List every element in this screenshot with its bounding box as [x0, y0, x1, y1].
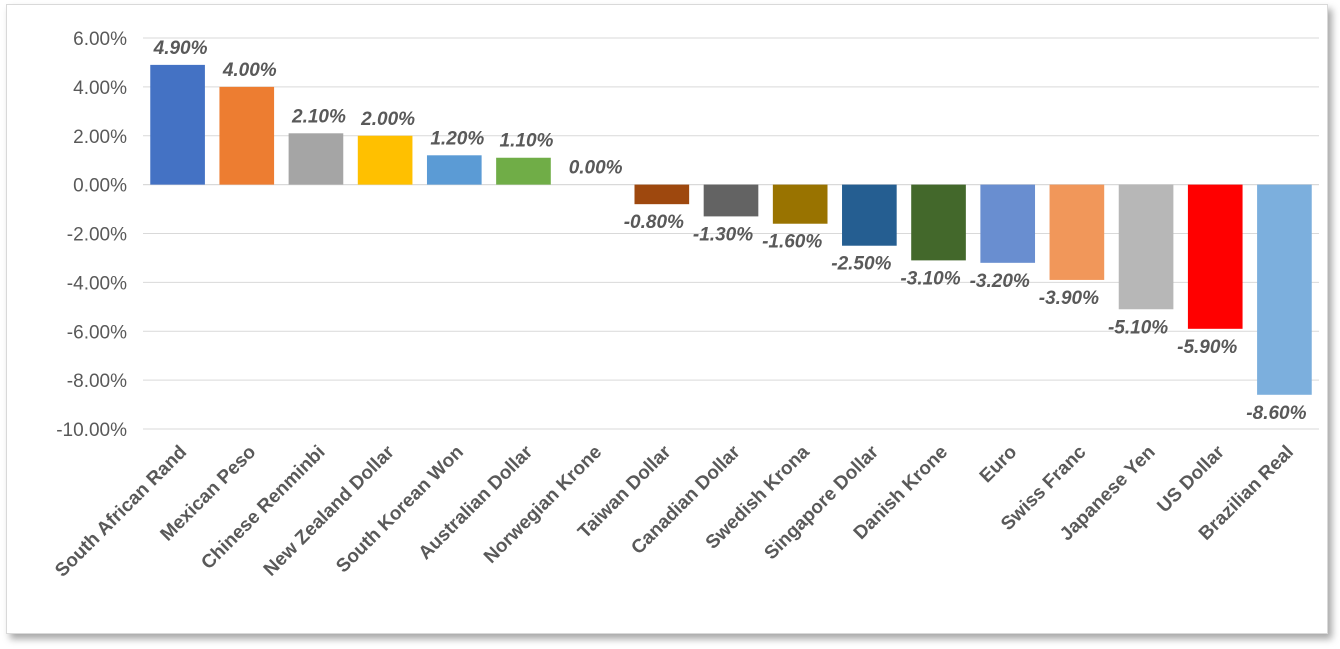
category-label: Norwegian Krone: [480, 442, 606, 568]
data-label: -3.90%: [1039, 288, 1099, 309]
y-tick-label: 2.00%: [73, 127, 127, 148]
bar: [1049, 184, 1105, 280]
chart-frame: 6.00% 4.00% 2.00% 0.00% -2.00% -4.00% -6.00% -8…: [6, 4, 1328, 634]
y-tick-label: -8.00%: [67, 371, 127, 392]
bar: [634, 184, 690, 205]
category-label: Singapore Dollar: [761, 441, 884, 564]
category-label: Euro: [976, 442, 1021, 487]
data-label: -5.90%: [1177, 337, 1237, 358]
y-tick-label: -10.00%: [56, 420, 127, 441]
data-label: -2.50%: [831, 254, 891, 275]
data-label: 1.20%: [430, 128, 484, 149]
data-label: -0.80%: [624, 212, 684, 233]
data-label: -3.20%: [970, 271, 1030, 292]
data-label: 1.10%: [500, 131, 554, 152]
bar: [288, 133, 344, 185]
data-label: -3.10%: [900, 268, 960, 289]
bar-chart: 6.00% 4.00% 2.00% 0.00% -2.00% -4.00% -6.00% -8…: [51, 29, 1319, 581]
bar: [1187, 184, 1243, 329]
y-tick-label: 4.00%: [73, 78, 127, 99]
category-label: South Korean Won: [332, 442, 468, 578]
data-label: 4.90%: [153, 38, 208, 59]
data-label: -8.60%: [1246, 403, 1306, 424]
data-label: 2.10%: [291, 106, 346, 127]
y-tick-label: -6.00%: [67, 322, 127, 343]
bar: [426, 155, 482, 185]
bar: [703, 184, 759, 217]
bar: [772, 184, 828, 224]
y-tick-label: -2.00%: [67, 225, 127, 246]
bar: [1118, 184, 1174, 310]
data-label: 0.00%: [569, 158, 623, 179]
data-label: -1.30%: [693, 224, 753, 245]
bar: [1257, 184, 1312, 395]
data-label: 4.00%: [222, 60, 277, 81]
bar: [357, 135, 413, 185]
y-tick-label: -4.00%: [67, 273, 127, 294]
category-label: Chinese Renminbi: [197, 442, 329, 574]
bars: [150, 64, 1312, 395]
y-axis-tick-labels: 6.00% 4.00% 2.00% 0.00% -2.00% -4.00% -6.00% -8…: [56, 29, 127, 441]
data-label: -1.60%: [762, 232, 822, 253]
data-labels: 4.90% 4.00% 2.10% 2.00% 1.20% 1.10% 0.00% -0.80…: [153, 38, 1307, 424]
y-tick-label: 6.00%: [73, 29, 127, 50]
bar: [150, 64, 205, 185]
y-tick-label: 0.00%: [73, 176, 127, 197]
bar: [980, 184, 1036, 263]
category-label: New Zealand Dollar: [260, 441, 399, 580]
category-label: Australian Dollar: [415, 441, 538, 564]
data-label: -5.10%: [1108, 317, 1168, 338]
category-label: South African Rand: [51, 442, 191, 582]
bar: [911, 184, 966, 261]
bar: [496, 157, 551, 185]
bar: [219, 86, 275, 185]
data-label: 2.00%: [360, 109, 415, 130]
bar: [842, 184, 897, 246]
